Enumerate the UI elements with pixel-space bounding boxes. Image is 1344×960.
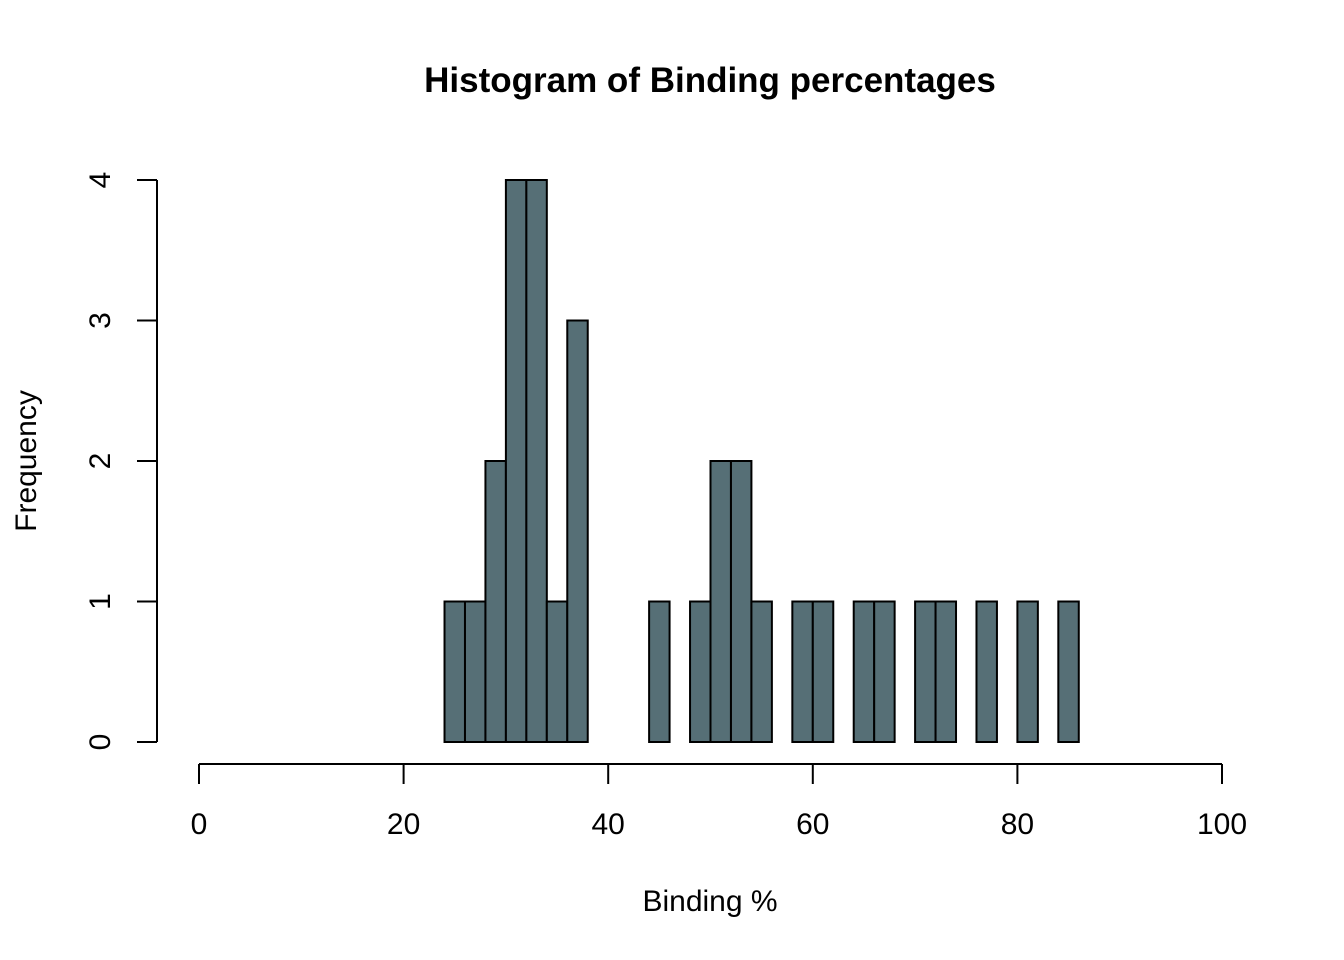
histogram-bar	[709, 460, 732, 743]
bars-group	[443, 179, 1080, 743]
histogram-bar	[1016, 600, 1039, 743]
x-tick-label: 80	[1001, 808, 1034, 841]
y-tick-label: 1	[84, 593, 117, 610]
histogram-bar	[525, 179, 548, 743]
histogram-bar	[545, 600, 569, 743]
histogram-bar	[791, 600, 814, 743]
y-tick-label: 0	[84, 734, 117, 751]
y-axis: 0 1 2 3 4	[84, 172, 158, 751]
chart-title: Histogram of Binding percentages	[424, 61, 996, 100]
histogram-bar	[648, 600, 671, 743]
histogram-bar	[934, 600, 958, 743]
y-tick-label: 2	[84, 453, 117, 470]
x-tick-label: 40	[592, 808, 625, 841]
histogram-bar	[484, 460, 507, 743]
y-tick-label: 4	[84, 172, 117, 189]
histogram-bar	[852, 600, 876, 743]
histogram-bar	[729, 460, 753, 743]
x-tick-label: 100	[1197, 808, 1247, 841]
x-tick-label: 20	[387, 808, 420, 841]
histogram-bar	[689, 600, 712, 743]
histogram-bar	[914, 600, 937, 743]
y-axis-label: Frequency	[10, 390, 43, 532]
histogram-bar	[811, 600, 835, 743]
x-axis-label: Binding %	[642, 885, 777, 918]
x-tick-label: 0	[191, 808, 208, 841]
y-tick-label: 3	[84, 312, 117, 329]
histogram-bar	[975, 600, 998, 743]
histogram-bar	[1057, 600, 1080, 743]
x-tick-label: 60	[796, 808, 829, 841]
histogram-bar	[463, 600, 487, 743]
histogram-bar	[750, 600, 773, 743]
histogram-bar	[443, 600, 466, 743]
histogram-bar	[566, 319, 589, 743]
histogram-bar	[873, 600, 896, 743]
histogram-bar	[504, 179, 528, 743]
x-axis: 0 20 40 60 80 100	[191, 763, 1247, 841]
